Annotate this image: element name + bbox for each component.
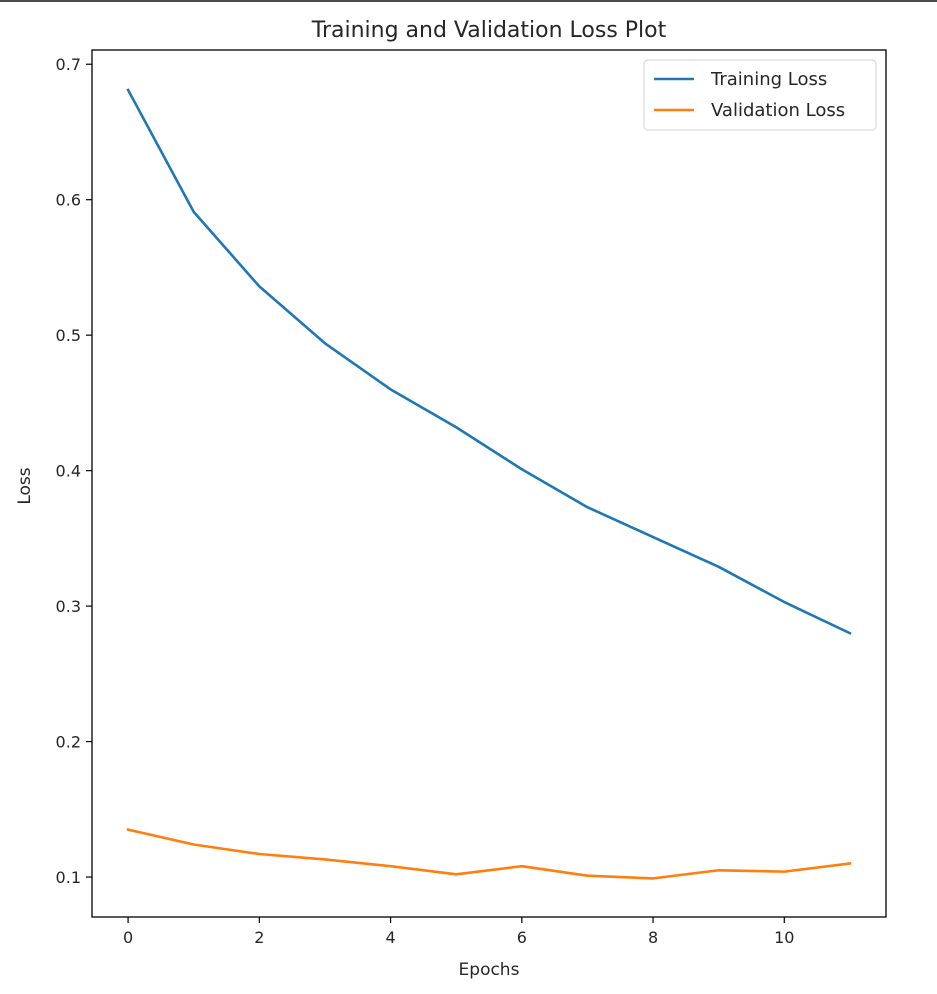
y-axis-label: Loss <box>15 467 35 504</box>
x-tick-label: 6 <box>517 928 527 947</box>
legend-box <box>643 59 877 131</box>
series-line-training-loss <box>126 88 852 635</box>
legend-entry: Validation Loss <box>711 100 845 121</box>
y-tick-label: 0.5 <box>56 326 81 345</box>
chart-title: Training and Validation Loss Plot <box>311 18 667 43</box>
y-tick-label: 0.1 <box>56 868 81 887</box>
x-tick-label: 0 <box>123 928 133 947</box>
axes-frame <box>91 49 887 918</box>
x-tick-label: 10 <box>774 928 794 947</box>
y-tick-label: 0.3 <box>56 597 81 616</box>
legend-entry: Training Loss <box>710 69 827 90</box>
plot-area: 0 2 4 6 8 10 0.1 0.2 0.3 0.4 0.5 0.6 0.7 <box>56 49 887 947</box>
x-axis-label: Epochs <box>459 960 520 980</box>
x-tick-label: 8 <box>648 928 658 947</box>
y-tick-label: 0.7 <box>56 55 81 74</box>
legend: Training Loss Validation Loss <box>643 59 877 131</box>
x-tick-label: 2 <box>254 928 264 947</box>
series-line-validation-loss <box>126 828 852 880</box>
y-tick-label: 0.6 <box>56 191 81 210</box>
y-tick-label: 0.2 <box>56 733 81 752</box>
x-tick-label: 4 <box>385 928 395 947</box>
y-tick-label: 0.4 <box>56 462 81 481</box>
